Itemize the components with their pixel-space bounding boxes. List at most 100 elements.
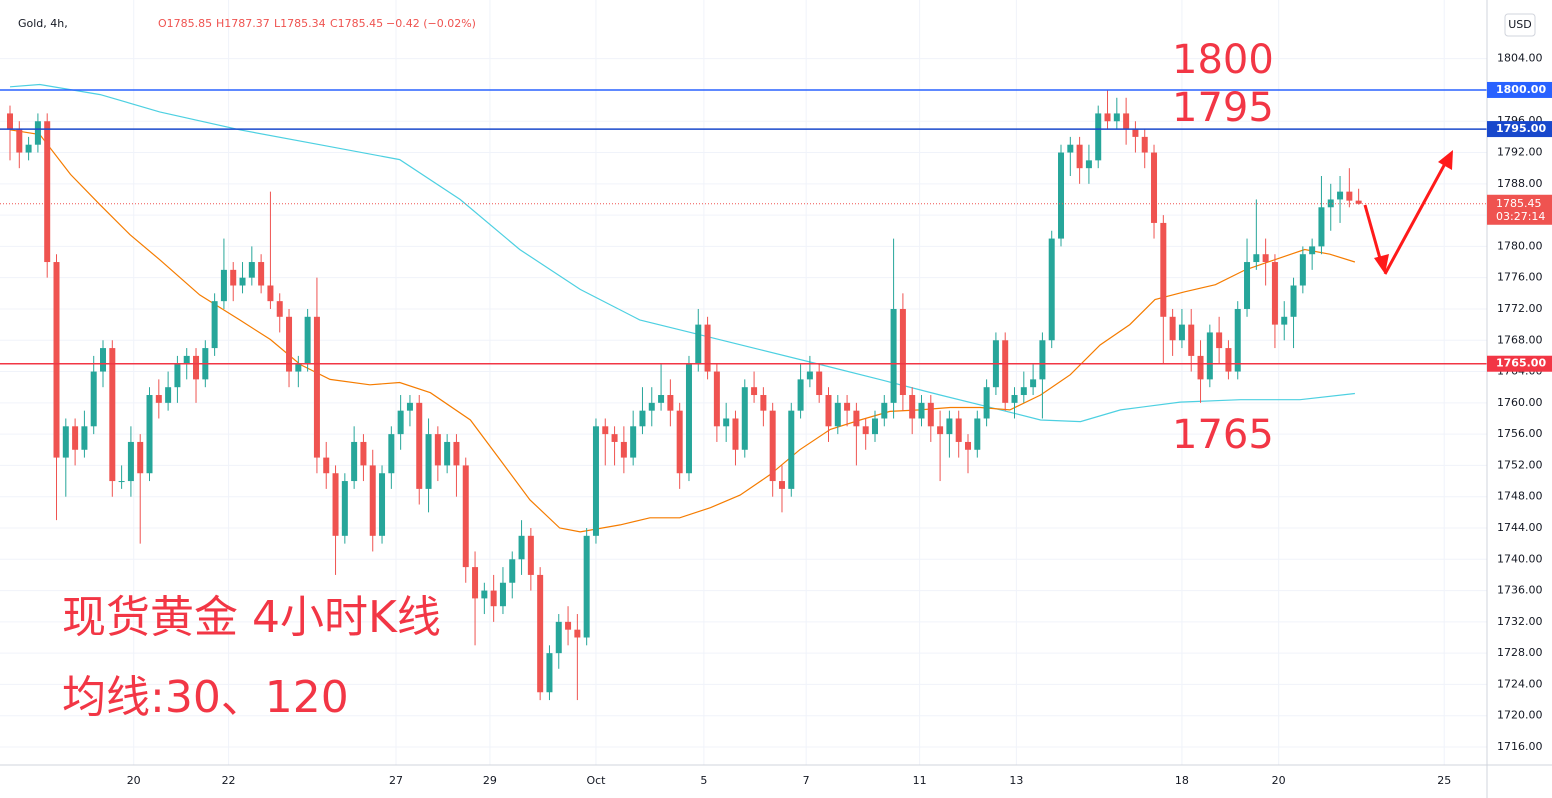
- candle-body: [788, 410, 795, 489]
- arrow-down: [1363, 204, 1383, 263]
- x-tick-label: 29: [483, 774, 497, 787]
- candle-body: [713, 371, 720, 427]
- level-label-box: [1487, 355, 1552, 372]
- x-tick-label: 25: [1437, 774, 1451, 787]
- candle-body: [174, 363, 181, 388]
- y-tick-label: 1752.00: [1497, 458, 1543, 471]
- y-tick-label: 1716.00: [1497, 740, 1543, 753]
- candle-body: [360, 441, 367, 466]
- axes: 1716.00 1720.00 1724.00 1728.00 1732.00 1736.…: [127, 52, 1552, 787]
- candle-body: [862, 426, 869, 435]
- x-tick-label: 20: [1272, 774, 1286, 787]
- candle-body: [434, 434, 441, 466]
- ohlc-open: O1785.85: [158, 17, 212, 30]
- candle-body: [44, 121, 51, 263]
- candle-body: [1327, 199, 1334, 208]
- candle-body: [1290, 285, 1297, 317]
- candle-body: [127, 441, 134, 482]
- candle-body: [295, 363, 302, 372]
- candle-body: [1244, 262, 1251, 309]
- level-label: 1765.00: [1496, 357, 1546, 370]
- ohlc-low: L1785.34: [274, 17, 326, 30]
- candle-body: [881, 402, 888, 419]
- candle-body: [825, 395, 832, 427]
- candle-body: [1225, 348, 1232, 372]
- candle-body: [1216, 332, 1223, 349]
- candle-body: [853, 410, 860, 427]
- candle-body: [602, 426, 609, 435]
- currency: USD: [1508, 18, 1532, 31]
- candle-body: [379, 473, 386, 536]
- candle-body: [1206, 332, 1213, 380]
- candle-body: [611, 434, 618, 442]
- annotation: 1765: [1172, 412, 1274, 458]
- candle-body: [25, 144, 32, 153]
- candle-body: [444, 441, 451, 466]
- moving-average: [9, 129, 1356, 533]
- candle-body: [62, 426, 69, 458]
- ohlc-change: −0.42 (−0.02%): [386, 17, 476, 30]
- y-tick-label: 1756.00: [1497, 427, 1543, 440]
- x-tick-label: 20: [127, 774, 141, 787]
- candle-body: [137, 441, 144, 474]
- candle-body: [100, 348, 107, 372]
- candle-body: [304, 316, 311, 364]
- y-tick-label: 1804.00: [1497, 52, 1543, 65]
- x-tick-label: 11: [913, 774, 927, 787]
- level-label: 1795.00: [1496, 122, 1546, 135]
- arrow-head: [1438, 150, 1453, 170]
- y-tick-label: 1792.00: [1497, 146, 1543, 159]
- candle-body: [472, 567, 479, 599]
- candle-body: [1271, 262, 1278, 325]
- candle-body: [871, 418, 878, 435]
- candle-body: [704, 324, 711, 372]
- candle-body: [974, 418, 981, 450]
- candle-body: [1058, 152, 1065, 239]
- candle-body: [1197, 355, 1204, 380]
- candle-body: [1030, 379, 1037, 388]
- candle-body: [118, 481, 125, 483]
- candle-body: [816, 371, 823, 396]
- ohlc-high: H1787.37: [216, 17, 270, 30]
- candle-body: [276, 301, 283, 317]
- moving-average: [9, 83, 1355, 423]
- candle-body: [239, 277, 246, 286]
- annotation: 均线:30、120: [62, 672, 349, 723]
- candle-body: [1234, 308, 1241, 372]
- x-tick-label: 27: [389, 774, 403, 787]
- forecast-arrows: [1363, 150, 1453, 275]
- candle-body: [351, 441, 358, 482]
- candle-body: [537, 574, 544, 693]
- candle-body: [741, 387, 748, 450]
- candle-body: [685, 363, 692, 474]
- x-tick-label: 13: [1009, 774, 1023, 787]
- candle-body: [527, 535, 534, 575]
- candle-body: [667, 395, 674, 411]
- candle-body: [769, 410, 776, 482]
- level-label-box: [1487, 121, 1552, 138]
- y-tick-label: 1788.00: [1497, 177, 1543, 190]
- x-tick-label: Oct: [586, 774, 606, 787]
- candle-body: [1141, 136, 1148, 153]
- candle-body: [1011, 395, 1018, 403]
- candle-body: [341, 481, 348, 536]
- candle-body: [1253, 254, 1260, 263]
- candle-body: [797, 379, 804, 411]
- candle-body: [890, 308, 897, 403]
- candle-body: [490, 590, 497, 607]
- candle-body: [406, 402, 413, 411]
- candle-body: [499, 582, 506, 607]
- candle-body: [844, 402, 851, 411]
- candle-body: [937, 426, 944, 435]
- x-tick-label: 5: [700, 774, 707, 787]
- y-tick-label: 1760.00: [1497, 396, 1543, 409]
- candle-body: [1318, 207, 1325, 247]
- level-label-box: [1487, 81, 1552, 98]
- candle-body: [574, 629, 581, 638]
- candle-body: [1048, 238, 1055, 341]
- candle-body: [165, 387, 172, 403]
- y-tick-label: 1768.00: [1497, 333, 1543, 346]
- y-tick-label: 1728.00: [1497, 646, 1543, 659]
- candle-body: [1020, 387, 1027, 396]
- candle-body: [1188, 324, 1195, 356]
